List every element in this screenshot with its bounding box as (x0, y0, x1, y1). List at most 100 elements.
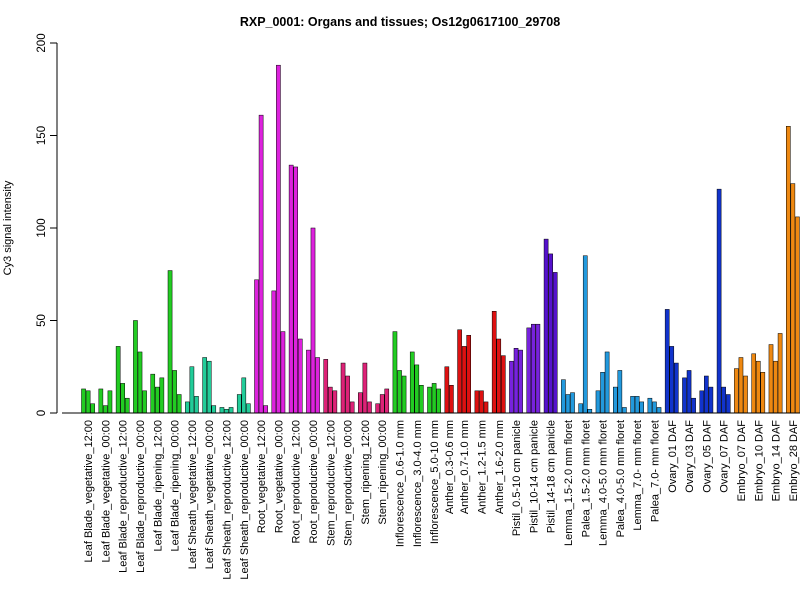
bar (613, 386, 618, 414)
bar (98, 388, 104, 414)
bar (276, 64, 281, 414)
bar (777, 333, 783, 414)
x-tick-label: Pistil_10-14 cm panicle (528, 420, 540, 533)
x-tick-label: Embryo_28 DAF (788, 420, 800, 502)
y-tick-label: 200 (36, 33, 48, 52)
bar (501, 355, 506, 414)
bar (414, 364, 420, 414)
x-tick-label: Anther_0.3-0.6 mm (444, 420, 456, 514)
x-tick-label: Leaf Blade_reproductive_12:00 (118, 420, 130, 573)
x-tick-label: Lemma_7.0- mm floret (632, 420, 644, 531)
bar (686, 370, 692, 414)
bar (419, 385, 424, 414)
bar (293, 166, 298, 414)
bar (449, 385, 454, 414)
x-tick-label: Leaf Blade_vegetative_00:00 (100, 420, 112, 563)
x-tick-label: Stem_reproductive_12:00 (325, 420, 337, 546)
bar (375, 403, 380, 414)
bar (263, 405, 268, 414)
x-tick-label: Ovary_01 DAF (667, 420, 679, 493)
x-tick-label: Inflorescence_3.0-4.0 mm (412, 420, 424, 547)
bar (751, 353, 757, 414)
x-tick-label: Leaf Sheath_reproductive_00:00 (239, 420, 251, 580)
x-axis-labels: Leaf Blade_vegetative_12:00 Leaf Blade_ve… (83, 420, 800, 580)
bar (90, 403, 95, 414)
x-tick-label: Root_vegetative_00:00 (273, 420, 285, 533)
x-tick-label: Root_vegetative_12:00 (256, 420, 268, 533)
bar (120, 383, 126, 414)
bar (137, 351, 143, 414)
x-tick-label: Palea_4.0-5.0 mm floret (615, 420, 627, 537)
bar (323, 359, 329, 414)
bar (219, 407, 225, 414)
bar (639, 401, 645, 414)
bar (392, 331, 398, 414)
bar (358, 392, 363, 414)
bar (431, 383, 437, 414)
bar (133, 320, 138, 414)
bar (315, 357, 320, 414)
bar (228, 407, 234, 414)
bar (297, 338, 303, 414)
bar (743, 375, 748, 414)
bar (543, 238, 549, 414)
bar (669, 346, 675, 414)
bar (509, 360, 514, 414)
bar (682, 377, 687, 414)
chart-title: RXP_0001: Organs and tissues; Os12g06171… (240, 15, 560, 29)
x-tick-label: Leaf Blade_ripening_00:00 (170, 420, 182, 552)
bar (600, 372, 605, 414)
bar (271, 290, 277, 414)
bar (561, 379, 566, 414)
bar (552, 272, 558, 414)
x-tick-label: Pistil_0.5-10 cm panicle (511, 420, 523, 536)
bar (773, 360, 778, 414)
x-tick-label: Anther_1.2-1.5 mm (476, 420, 488, 514)
bar (115, 346, 121, 414)
bar (479, 390, 484, 414)
bar (206, 360, 212, 414)
y-tick-label: 100 (36, 218, 48, 237)
x-tick-label: Stem_ripening_00:00 (377, 420, 389, 525)
bar (535, 323, 541, 414)
bar (786, 126, 791, 414)
bar (367, 401, 372, 414)
bar (107, 390, 113, 414)
x-tick-label: Inflorescence_0.6-1.0 mm (395, 420, 407, 547)
x-tick-label: Leaf Sheath_vegetative_00:00 (204, 420, 216, 569)
x-tick-label: Leaf Blade_reproductive_00:00 (135, 420, 147, 573)
bar (768, 344, 774, 414)
bar (634, 396, 640, 414)
bar (587, 409, 593, 414)
bar (345, 375, 350, 414)
bar (565, 394, 571, 414)
bar (379, 394, 385, 414)
bar (674, 362, 679, 414)
y-tick-label: 150 (36, 126, 48, 145)
x-tick-label: Palea_7.0- mm floret (649, 420, 661, 522)
bar (436, 388, 441, 414)
bar (738, 357, 744, 414)
bar (349, 401, 355, 414)
y-axis: 0 50 100 150 200 (36, 33, 58, 416)
bar (595, 390, 601, 414)
y-tick-label: 0 (36, 410, 48, 416)
bar (617, 370, 623, 414)
x-tick-label: Embryo_07 DAF (736, 420, 748, 502)
x-tick-label: Anther_1.6-2.0 mm (494, 420, 506, 514)
x-tick-label: Embryo_10 DAF (753, 420, 765, 502)
bar (159, 377, 165, 414)
x-tick-label: Root_reproductive_00:00 (308, 420, 320, 544)
x-tick-label: Ovary_05 DAF (701, 420, 713, 493)
bar (704, 375, 709, 414)
bar (124, 397, 130, 414)
bar (725, 394, 731, 414)
bars (81, 64, 800, 414)
x-tick-label: Anther_0.7-1.0 mm (459, 420, 471, 514)
x-tick-label: Lemma_1.5-2.0 mm floret (563, 420, 575, 546)
x-tick-label: Stem_reproductive_00:00 (343, 420, 355, 546)
bar (241, 377, 247, 414)
bar (457, 329, 462, 414)
x-tick-label: Embryo_14 DAF (771, 420, 783, 502)
